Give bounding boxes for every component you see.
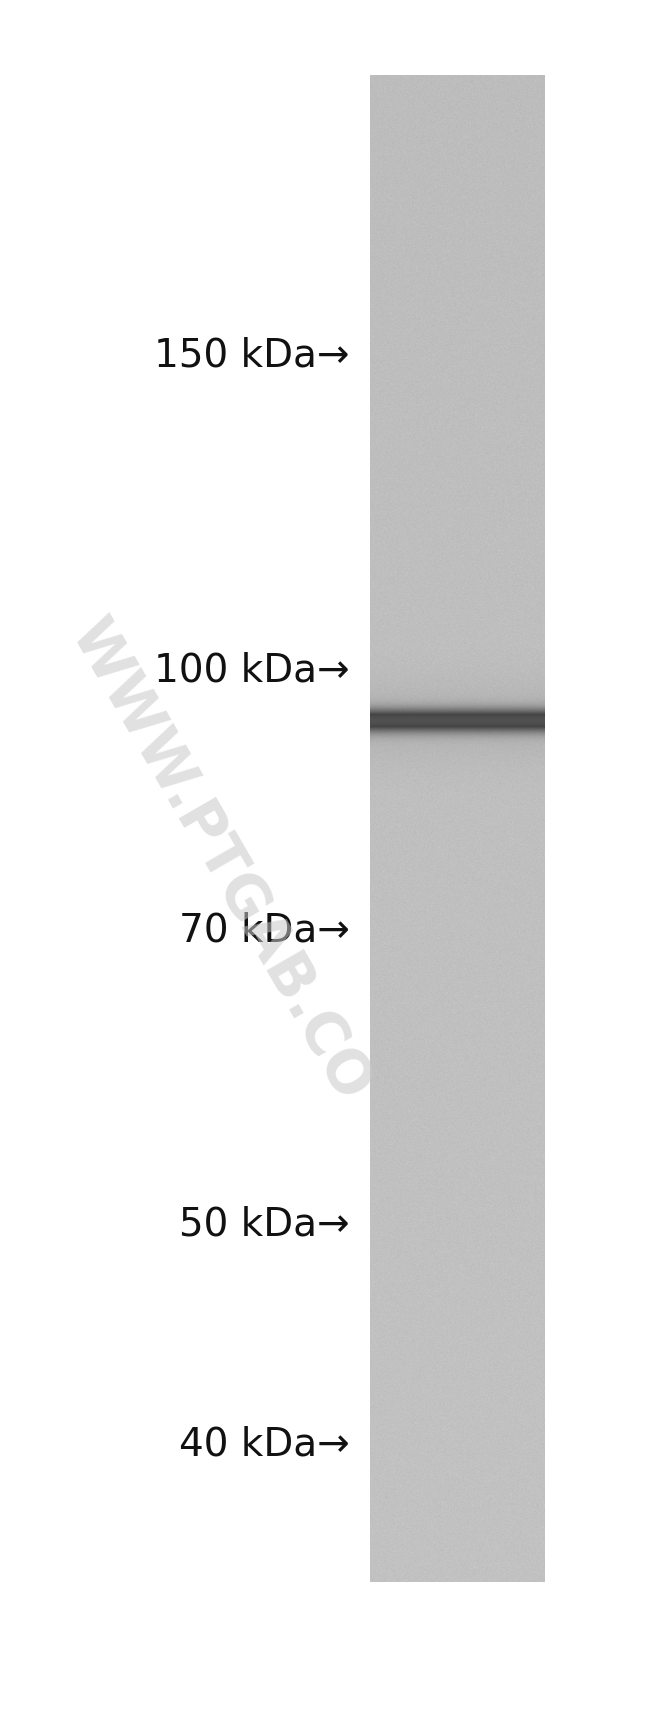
Text: 70 kDa→: 70 kDa→ — [179, 911, 350, 948]
Text: 100 kDa→: 100 kDa→ — [155, 651, 350, 688]
Text: 50 kDa→: 50 kDa→ — [179, 1205, 350, 1245]
Text: 150 kDa→: 150 kDa→ — [155, 336, 350, 373]
Text: WWW.PTGAB.CO: WWW.PTGAB.CO — [59, 609, 381, 1111]
Text: 40 kDa→: 40 kDa→ — [179, 1426, 350, 1464]
